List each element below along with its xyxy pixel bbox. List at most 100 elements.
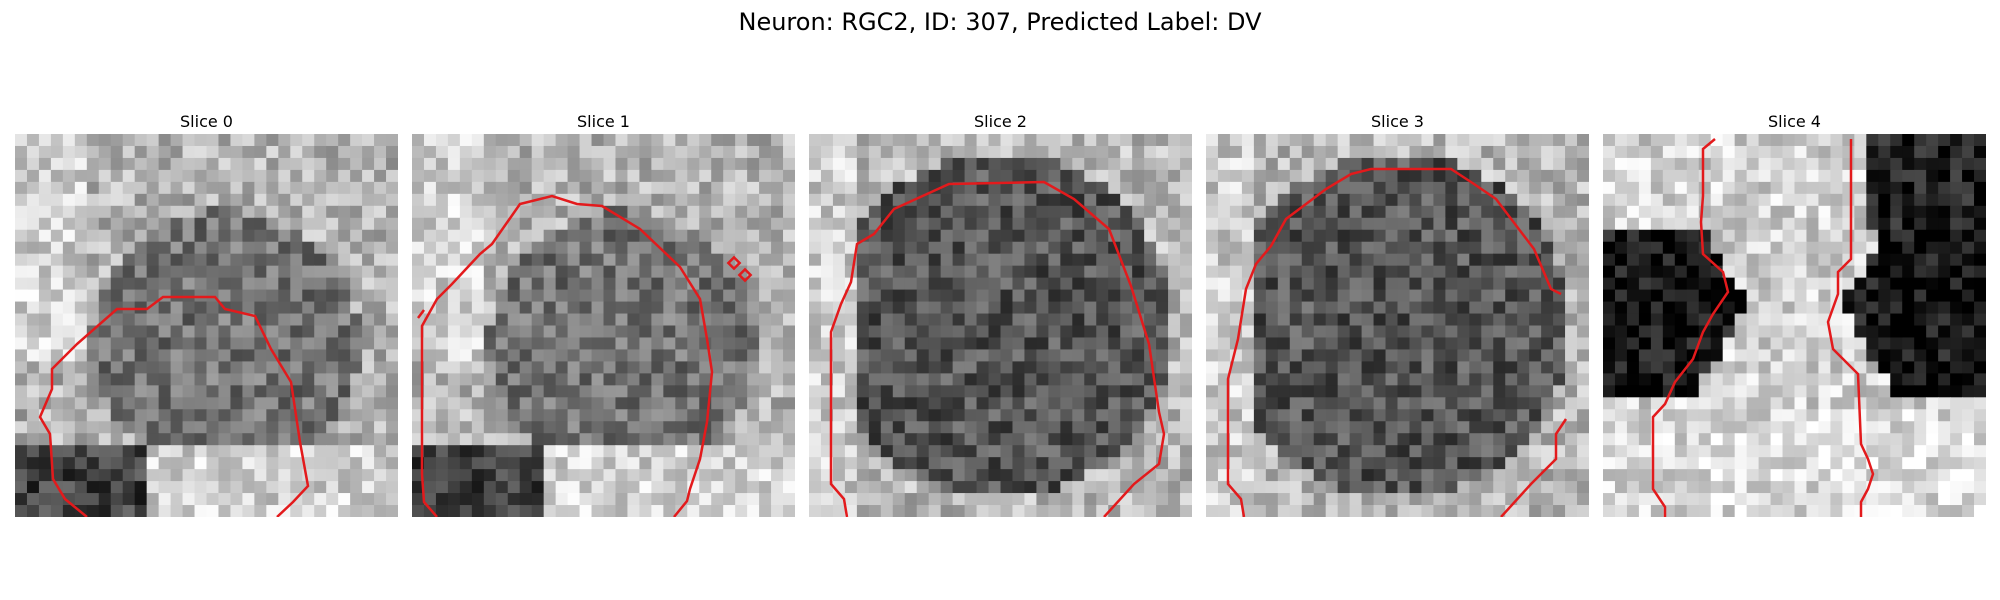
image-pixel — [1771, 445, 1784, 458]
image-pixel — [412, 170, 425, 183]
image-pixel — [484, 469, 497, 482]
image-pixel — [1914, 206, 1927, 219]
image-pixel — [1529, 278, 1542, 291]
image-pixel — [1783, 158, 1796, 171]
image-pixel — [1048, 326, 1061, 339]
image-pixel — [1878, 158, 1891, 171]
image-pixel — [147, 433, 160, 446]
image-pixel — [953, 266, 966, 279]
image-pixel — [1481, 457, 1494, 470]
image-pixel — [412, 206, 425, 219]
image-pixel — [412, 505, 425, 517]
image-pixel — [544, 290, 557, 303]
image-pixel — [63, 409, 76, 422]
image-pixel — [1180, 505, 1192, 517]
image-pixel — [39, 146, 52, 159]
image-pixel — [15, 433, 28, 446]
image-pixel — [1663, 326, 1676, 339]
image-pixel — [1168, 349, 1181, 362]
image-pixel — [424, 182, 437, 195]
image-pixel — [1156, 314, 1169, 327]
image-pixel — [362, 170, 375, 183]
image-pixel — [75, 433, 88, 446]
image-pixel — [1048, 266, 1061, 279]
image-pixel — [436, 134, 449, 147]
image-pixel — [15, 326, 28, 339]
image-pixel — [266, 194, 279, 207]
image-pixel — [1242, 373, 1255, 386]
image-pixel — [338, 409, 351, 422]
image-pixel — [869, 409, 882, 422]
image-pixel — [1962, 170, 1975, 183]
image-pixel — [1120, 457, 1133, 470]
image-pixel — [893, 505, 906, 517]
image-pixel — [953, 134, 966, 147]
image-pixel — [362, 469, 375, 482]
image-pixel — [1060, 469, 1073, 482]
image-pixel — [1421, 194, 1434, 207]
image-pixel — [1711, 445, 1724, 458]
image-pixel — [639, 469, 652, 482]
image-pixel — [1072, 290, 1085, 303]
image-pixel — [87, 337, 100, 350]
image-pixel — [424, 373, 437, 386]
image-pixel — [123, 230, 136, 243]
image-pixel — [1818, 146, 1831, 159]
image-pixel — [1759, 433, 1772, 446]
image-pixel — [1254, 469, 1267, 482]
image-pixel — [1168, 134, 1181, 147]
image-pixel — [869, 146, 882, 159]
image-pixel — [917, 421, 930, 434]
image-pixel — [1314, 302, 1327, 315]
image-pixel — [1072, 337, 1085, 350]
image-pixel — [615, 445, 628, 458]
image-pixel — [135, 242, 148, 255]
image-pixel — [242, 481, 255, 494]
image-pixel — [1242, 409, 1255, 422]
image-pixel — [1350, 266, 1363, 279]
image-pixel — [759, 457, 772, 470]
image-pixel — [1421, 242, 1434, 255]
image-pixel — [266, 361, 279, 374]
image-pixel — [1795, 170, 1808, 183]
image-pixel — [1036, 194, 1049, 207]
image-pixel — [1230, 421, 1243, 434]
image-pixel — [1675, 457, 1688, 470]
image-pixel — [1469, 218, 1482, 231]
image-pixel — [195, 409, 208, 422]
image-pixel — [39, 361, 52, 374]
image-pixel — [472, 230, 485, 243]
image-pixel — [1254, 409, 1267, 422]
image-pixel — [532, 493, 545, 506]
image-pixel — [1747, 445, 1760, 458]
image-pixel — [651, 206, 664, 219]
image-pixel — [1771, 242, 1784, 255]
image-pixel — [1771, 314, 1784, 327]
image-pixel — [290, 302, 303, 315]
image-pixel — [723, 278, 736, 291]
image-pixel — [1481, 242, 1494, 255]
image-pixel — [1505, 302, 1518, 315]
image-pixel — [195, 182, 208, 195]
image-pixel — [123, 505, 136, 517]
image-pixel — [687, 421, 700, 434]
image-pixel — [171, 349, 184, 362]
image-pixel — [1084, 445, 1097, 458]
image-pixel — [1433, 302, 1446, 315]
image-pixel — [1735, 266, 1748, 279]
image-pixel — [1914, 182, 1927, 195]
image-pixel — [63, 421, 76, 434]
image-pixel — [350, 361, 363, 374]
image-pixel — [833, 397, 846, 410]
image-pixel — [783, 314, 795, 327]
image-pixel — [87, 409, 100, 422]
image-pixel — [639, 206, 652, 219]
image-pixel — [1493, 242, 1506, 255]
image-pixel — [1278, 134, 1291, 147]
image-pixel — [1302, 397, 1315, 410]
image-pixel — [99, 337, 112, 350]
image-pixel — [1048, 278, 1061, 291]
image-pixel — [448, 373, 461, 386]
image-pixel — [1675, 421, 1688, 434]
image-pixel — [1974, 254, 1986, 267]
